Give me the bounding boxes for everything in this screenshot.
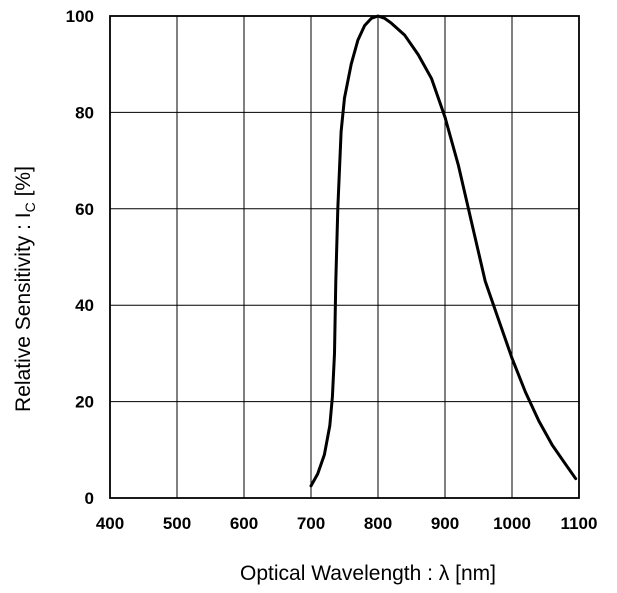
y-axis-label: Relative Sensitivity : IC [%] (12, 166, 38, 412)
y-axis-label-subscript: C (22, 202, 38, 212)
x-tick-label: 1100 (561, 514, 598, 533)
plot-area (110, 16, 579, 498)
y-axis-label-main: Relative Sensitivity : I (12, 212, 35, 412)
y-tick-label: 100 (66, 7, 94, 26)
x-tick-label: 500 (163, 514, 191, 533)
y-tick-label: 60 (75, 200, 94, 219)
x-tick-labels: 400 500 600 700 800 900 1000 1100 (96, 514, 598, 533)
y-tick-label: 0 (85, 489, 94, 508)
y-tick-label: 20 (75, 393, 94, 412)
y-tick-label: 80 (75, 103, 94, 122)
x-tick-label: 900 (431, 514, 459, 533)
x-tick-label: 600 (230, 514, 258, 533)
x-axis-label: Optical Wavelength : λ [nm] (240, 562, 496, 585)
x-tick-label: 400 (96, 514, 124, 533)
x-tick-label: 1000 (493, 514, 531, 533)
x-tick-label: 800 (364, 514, 392, 533)
x-tick-label: 700 (297, 514, 325, 533)
y-tick-labels: 0 20 40 60 80 100 (66, 7, 94, 508)
plot-frame (109, 15, 580, 499)
y-axis-label-unit: [%] (12, 166, 35, 202)
y-tick-label: 40 (75, 296, 94, 315)
sensitivity-curve (309, 14, 578, 488)
grid (110, 16, 579, 498)
